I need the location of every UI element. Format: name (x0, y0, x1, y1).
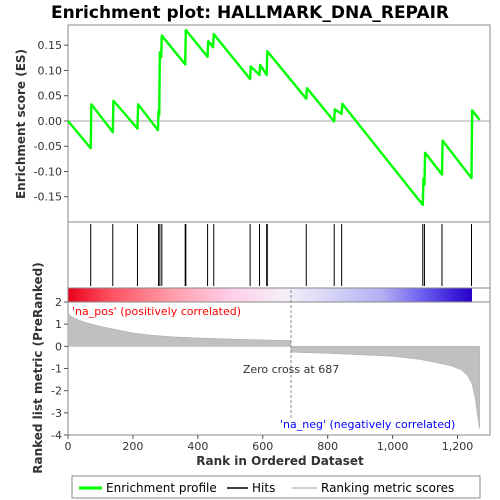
ranking-metric-area (67, 312, 480, 429)
es-y-tick-label: 0.05 (38, 90, 63, 103)
legend-metric-label: Ranking metric scores (321, 481, 454, 495)
hit-marks (90, 224, 472, 286)
legend-enrichment-label: Enrichment profile (106, 481, 217, 495)
x-tick-label: 200 (122, 440, 143, 453)
legend-box (71, 475, 481, 499)
chart-title: Enrichment plot: HALLMARK_DNA_REPAIR (51, 3, 449, 23)
zero-cross-annotation: Zero cross at 687 (243, 363, 339, 376)
x-tick-label: 400 (187, 440, 208, 453)
metric-y-ticks: -4 -3 -2 -1 0 1 2 (51, 296, 68, 442)
es-y-tick-label: -0.15 (34, 191, 62, 204)
x-tick-label: 0 (65, 440, 72, 453)
x-tick-label: 1,200 (442, 440, 474, 453)
es-y-tick-label: -0.10 (34, 165, 62, 178)
x-axis-ticks: 0 200 400 600 800 1,000 1,200 (65, 435, 474, 453)
metric-y-tick-label: 0 (55, 340, 62, 353)
metric-y-tick-label: -2 (51, 385, 62, 398)
x-tick-label: 600 (252, 440, 273, 453)
metric-y-axis-label: Ranked list metric (PreRanked) (31, 262, 45, 474)
metric-y-tick-label: 2 (55, 296, 62, 309)
x-tick-label: 1,000 (377, 440, 409, 453)
metric-panel-frame (67, 301, 491, 436)
es-y-axis-label: Enrichment score (ES) (14, 49, 28, 199)
es-panel-frame (67, 24, 491, 223)
pos-correlated-label: 'na_pos' (positively correlated) (72, 305, 241, 318)
x-tick-label: 800 (317, 440, 338, 453)
hits-panel-frame (67, 221, 491, 289)
metric-y-tick-label: 1 (55, 318, 62, 331)
es-y-tick-label: -0.05 (34, 140, 62, 153)
es-y-tick-label: 0.10 (38, 64, 63, 77)
es-y-ticks: -0.15 -0.10 -0.05 0.00 0.05 0.10 0.15 (34, 39, 68, 204)
enrichment-profile-line (67, 28, 481, 207)
es-y-tick-label: 0.00 (38, 115, 63, 128)
es-y-tick-label: 0.15 (38, 39, 63, 52)
x-axis-label: Rank in Ordered Dataset (196, 454, 364, 468)
metric-y-tick-label: -4 (51, 429, 62, 442)
neg-correlated-label: 'na_neg' (negatively correlated) (280, 418, 455, 431)
legend-hits-label: Hits (252, 481, 275, 495)
ranking-color-bar (68, 288, 472, 302)
metric-y-tick-label: -3 (51, 407, 62, 420)
metric-y-tick-label: -1 (51, 363, 62, 376)
